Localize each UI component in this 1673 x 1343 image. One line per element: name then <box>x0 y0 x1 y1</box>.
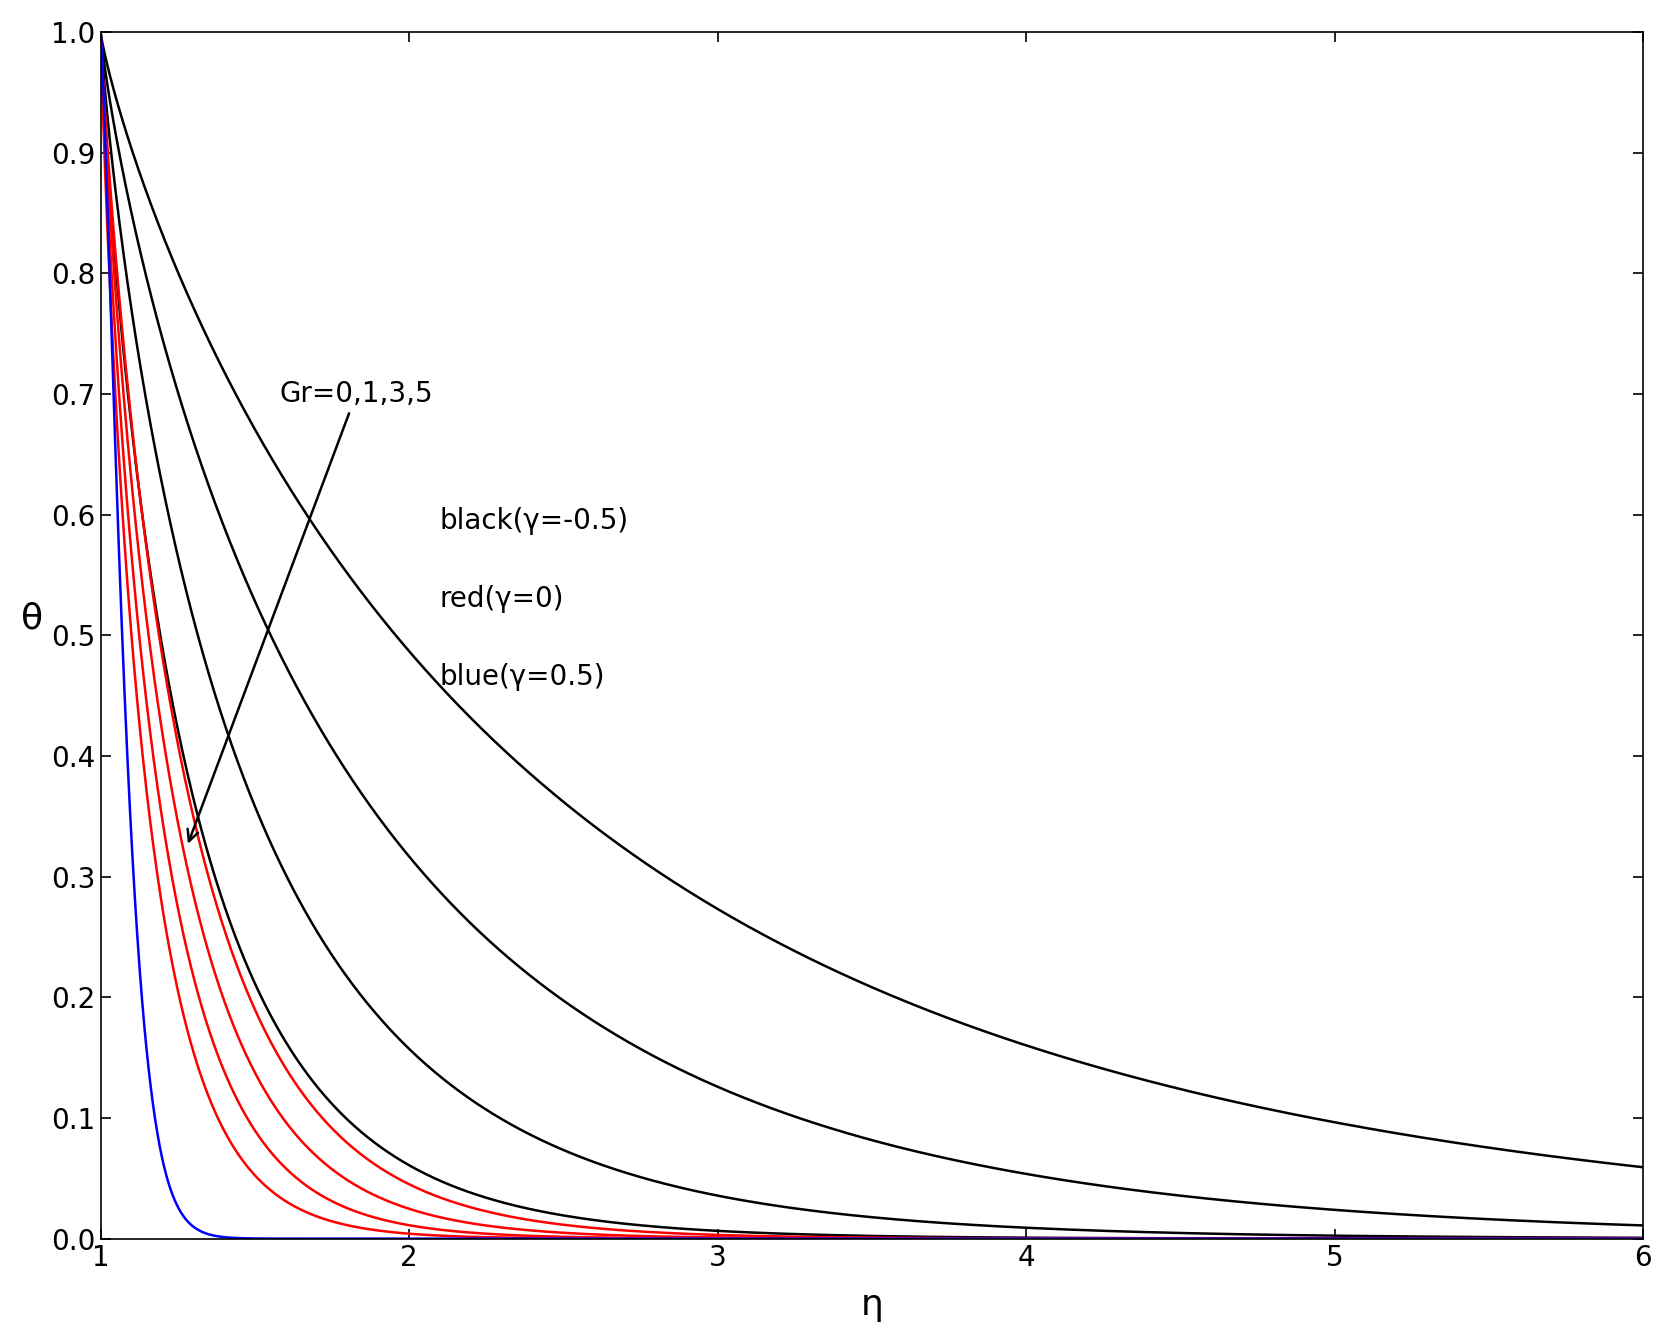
Y-axis label: θ: θ <box>20 602 43 635</box>
Text: blue(γ=0.5): blue(γ=0.5) <box>440 663 606 692</box>
Text: Gr=0,1,3,5: Gr=0,1,3,5 <box>187 380 433 841</box>
Text: black(γ=-0.5): black(γ=-0.5) <box>440 506 629 535</box>
X-axis label: η: η <box>860 1288 883 1322</box>
Text: red(γ=0): red(γ=0) <box>440 586 564 612</box>
